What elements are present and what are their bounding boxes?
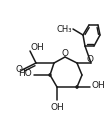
Text: O: O <box>16 66 23 75</box>
Text: HO: HO <box>18 69 32 78</box>
Circle shape <box>49 74 51 76</box>
Text: O: O <box>87 55 94 64</box>
Text: OH: OH <box>31 43 44 52</box>
Text: OH: OH <box>50 103 64 112</box>
Text: CH₃: CH₃ <box>56 25 72 34</box>
Text: OH: OH <box>92 82 106 90</box>
Circle shape <box>76 86 78 88</box>
Text: O: O <box>62 49 69 58</box>
